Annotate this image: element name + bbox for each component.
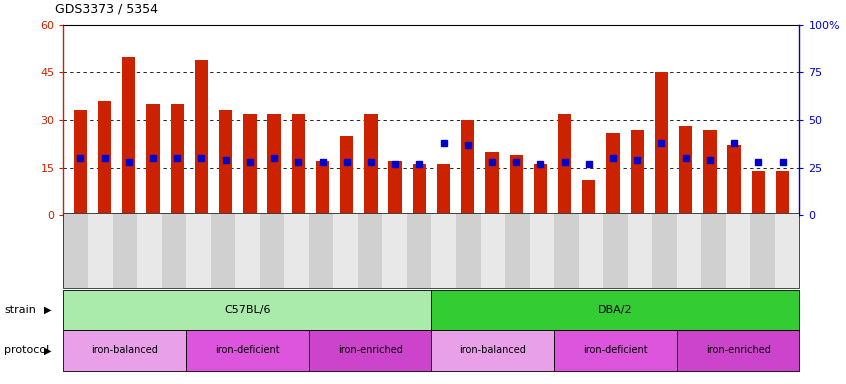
Bar [486,152,498,215]
Text: iron-deficient: iron-deficient [583,345,648,356]
Bar [413,164,426,215]
Bar [509,155,523,215]
Text: protocol: protocol [4,345,49,356]
Bar [98,101,112,215]
Bar [146,104,160,215]
Bar [679,126,692,215]
Text: iron-balanced: iron-balanced [459,345,526,356]
Bar [195,60,208,215]
Bar [461,120,475,215]
Text: ▶: ▶ [44,345,52,356]
Bar [728,146,741,215]
Bar [267,114,281,215]
Text: GDS3373 / 5354: GDS3373 / 5354 [55,2,158,15]
Bar [219,111,233,215]
Bar [340,136,354,215]
Bar [630,129,644,215]
Bar [388,161,402,215]
Bar [655,73,668,215]
Bar [582,180,596,215]
Bar [607,132,620,215]
Text: iron-enriched: iron-enriched [338,345,403,356]
Bar [171,104,184,215]
Text: iron-enriched: iron-enriched [706,345,771,356]
Text: DBA/2: DBA/2 [598,305,633,315]
Bar [122,56,135,215]
Bar [316,161,329,215]
Bar [365,114,377,215]
Text: iron-deficient: iron-deficient [215,345,280,356]
Text: ▶: ▶ [44,305,52,315]
Bar [243,114,256,215]
Text: C57BL/6: C57BL/6 [224,305,271,315]
Bar [703,129,717,215]
Bar [437,164,450,215]
Bar [534,164,547,215]
Text: iron-balanced: iron-balanced [91,345,158,356]
Bar [292,114,305,215]
Bar [751,170,765,215]
Bar [74,111,87,215]
Bar [776,170,789,215]
Text: strain: strain [4,305,36,315]
Bar [558,114,571,215]
